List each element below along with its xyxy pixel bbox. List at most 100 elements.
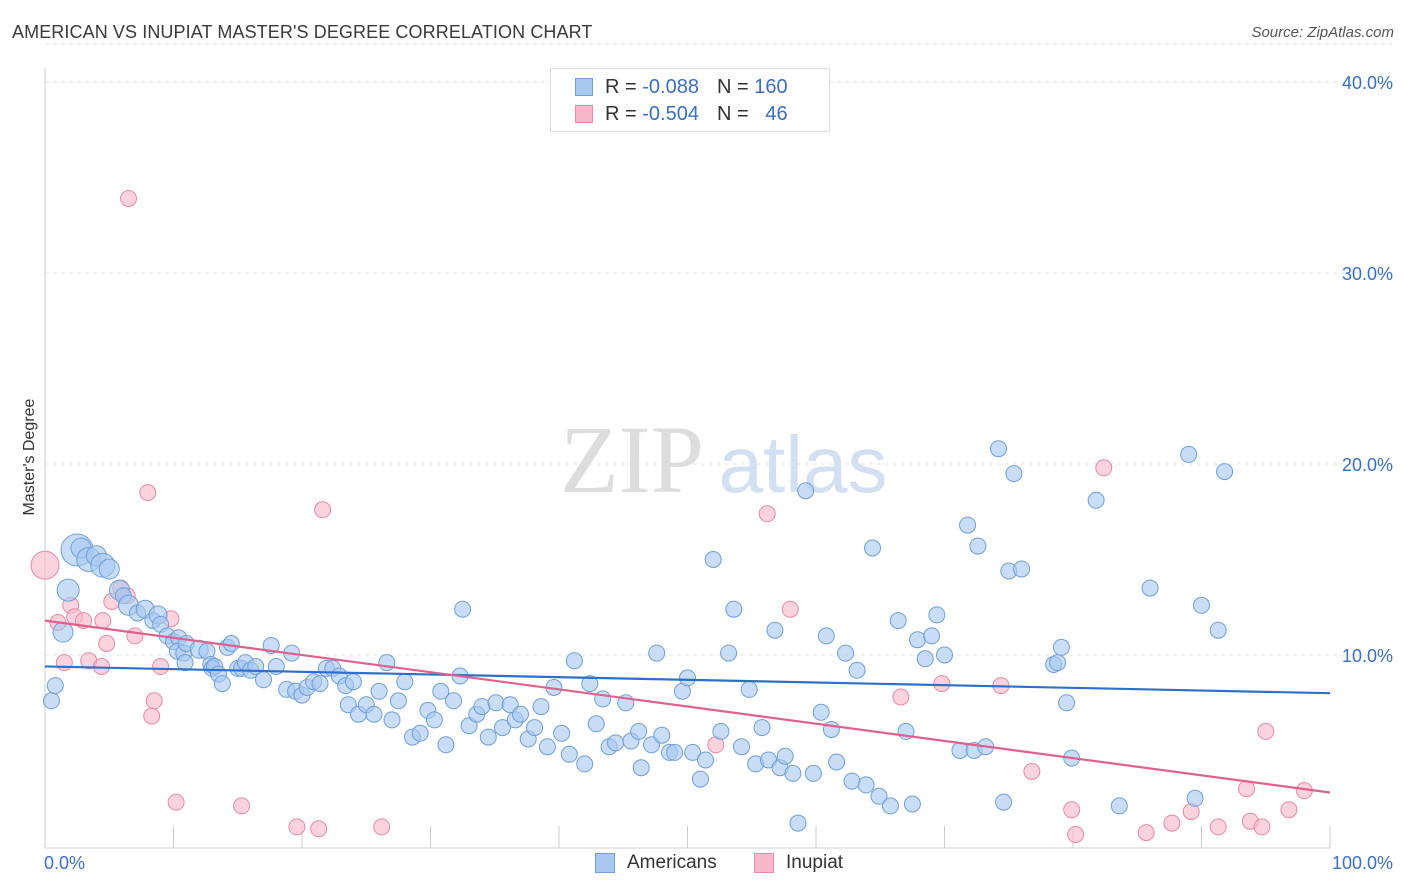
american-point xyxy=(565,652,583,670)
american-point xyxy=(753,719,771,737)
y-tick-label: 20.0% xyxy=(1342,455,1393,475)
inupiat-point xyxy=(143,707,161,725)
inupiat-point xyxy=(98,635,116,652)
american-point xyxy=(1049,654,1067,672)
american-point xyxy=(1186,789,1204,807)
american-point xyxy=(797,482,815,500)
inupiat-point xyxy=(152,658,170,675)
american-point xyxy=(969,537,987,555)
inupiat-point xyxy=(1253,818,1271,836)
series-legend-inupiat[interactable]: Inupiat xyxy=(754,852,843,874)
inupiat-point xyxy=(1095,459,1113,477)
chart-title: AMERICAN VS INUPIAT MASTER'S DEGREE CORR… xyxy=(12,22,593,42)
american-point xyxy=(1209,621,1227,639)
inupiat-point xyxy=(55,654,73,672)
inupiat-point xyxy=(310,820,328,838)
american-point xyxy=(437,736,455,754)
legend-r-value: -0.088 xyxy=(642,75,699,98)
inupiat-point xyxy=(145,692,163,710)
american-point xyxy=(560,745,578,763)
american-point xyxy=(1216,463,1234,481)
american-point xyxy=(411,724,429,742)
american-point xyxy=(370,682,388,700)
inupiat-trend-line xyxy=(44,619,1331,794)
american-point xyxy=(776,747,794,765)
american-point xyxy=(704,551,722,568)
american-point xyxy=(176,654,194,672)
american-point xyxy=(990,440,1007,458)
inupiat-point xyxy=(167,793,185,811)
american-point xyxy=(454,600,472,618)
tick-labels: 10.0% 20.0% 30.0% 40.0% 0.0% 100.0% xyxy=(44,73,1393,873)
american-point xyxy=(532,698,550,716)
legend-r-value: -0.504 xyxy=(642,102,699,125)
american-point xyxy=(1141,579,1159,597)
american-point xyxy=(587,715,605,733)
american-point xyxy=(684,743,702,761)
american-point xyxy=(857,776,875,794)
american-point xyxy=(923,627,941,645)
x-tick-label: 0.0% xyxy=(44,853,85,873)
american-point xyxy=(951,742,969,759)
american-point xyxy=(720,644,738,662)
inupiat-point xyxy=(1067,826,1085,843)
legend-row-americans: R = -0.088 N = 160 xyxy=(575,75,788,99)
american-point xyxy=(98,558,120,580)
american-point xyxy=(42,692,60,710)
legend-row-inupiat: R = -0.504 N = 46 xyxy=(575,102,788,126)
american-point xyxy=(630,722,648,740)
american-point xyxy=(46,677,64,695)
series-legend-americans[interactable]: Americans xyxy=(595,852,717,874)
inupiat-point xyxy=(1257,722,1275,740)
american-point xyxy=(822,721,840,738)
american-point xyxy=(512,705,529,723)
series-legend: Americans Inupiat xyxy=(0,850,1406,878)
inupiat-point xyxy=(288,818,306,836)
inupiat-point xyxy=(139,484,157,502)
legend-r-label: R = xyxy=(605,75,637,98)
inupiat-point xyxy=(1137,824,1155,842)
legend-n-value: 160 xyxy=(754,75,788,98)
american-point xyxy=(653,726,671,744)
american-point xyxy=(848,661,866,679)
american-point xyxy=(56,578,80,602)
legend-r-label: R = xyxy=(605,102,637,125)
y-tick-label: 30.0% xyxy=(1342,264,1393,284)
american-point xyxy=(666,743,684,761)
inupiat-point xyxy=(1023,763,1041,780)
americans-trend-line xyxy=(44,665,1331,695)
watermark: ZIP atlas xyxy=(560,406,887,513)
american-point xyxy=(740,680,758,698)
american-point xyxy=(52,621,74,643)
inupiat-point xyxy=(30,550,60,580)
american-point xyxy=(383,711,401,729)
american-point xyxy=(432,682,450,700)
american-point xyxy=(487,694,505,712)
american-point xyxy=(928,606,946,624)
series-swatch-americans xyxy=(595,853,615,873)
american-point xyxy=(691,770,709,788)
inupiat-point xyxy=(933,675,951,693)
american-point xyxy=(959,516,977,534)
y-tick-label: 40.0% xyxy=(1342,73,1393,93)
american-point xyxy=(576,755,594,773)
stats-legend: R = -0.088 N = 160 R = -0.504 N = 46 xyxy=(550,68,830,132)
american-point xyxy=(594,690,612,708)
inupiat-point xyxy=(373,818,391,836)
series-label-inupiat: Inupiat xyxy=(786,852,844,873)
american-point xyxy=(632,759,650,777)
american-point xyxy=(916,650,934,668)
inupiat-point xyxy=(233,797,251,815)
american-point xyxy=(425,711,443,729)
inupiat-point xyxy=(120,190,137,207)
american-point xyxy=(784,764,802,782)
american-point xyxy=(445,692,463,710)
inupiat-point xyxy=(892,688,910,706)
american-point xyxy=(1110,797,1128,815)
american-point xyxy=(1058,694,1076,712)
american-point xyxy=(789,814,807,832)
american-point xyxy=(494,719,511,737)
inupiat-point xyxy=(314,501,332,519)
american-point xyxy=(344,673,362,691)
